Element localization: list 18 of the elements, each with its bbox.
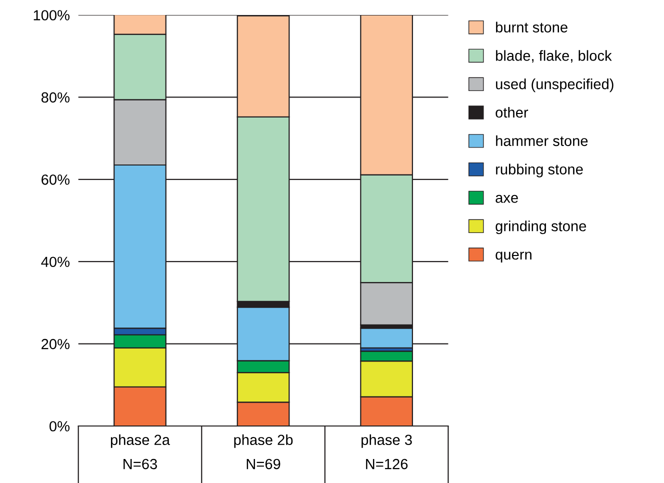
legend-label: blade, flake, block (496, 50, 612, 63)
legend-label: hammer stone (496, 135, 588, 146)
x-tick-label: phase 2a N=63 (110, 434, 170, 470)
y-tick-label: 40% (41, 256, 70, 268)
legend-label: grinding stone (496, 220, 586, 234)
y-tick-label: 20% (42, 338, 70, 350)
x-tick-label: phase 3 N=126 (362, 434, 412, 470)
legend-label: other (496, 106, 528, 118)
legend-label: axe (496, 194, 518, 203)
x-tick-label: phase 2b N=69 (234, 434, 293, 470)
legend-label: used (unspecified) (496, 78, 614, 92)
y-tick-label: 0% (50, 421, 70, 432)
legend-label: quern (496, 252, 532, 263)
y-tick-label: 100% (34, 10, 70, 20)
y-tick-label: 60% (42, 174, 70, 185)
legend-label: rubbing stone (496, 164, 583, 178)
y-tick-label: 80% (41, 92, 70, 103)
legend-label: burnt stone (496, 22, 568, 32)
